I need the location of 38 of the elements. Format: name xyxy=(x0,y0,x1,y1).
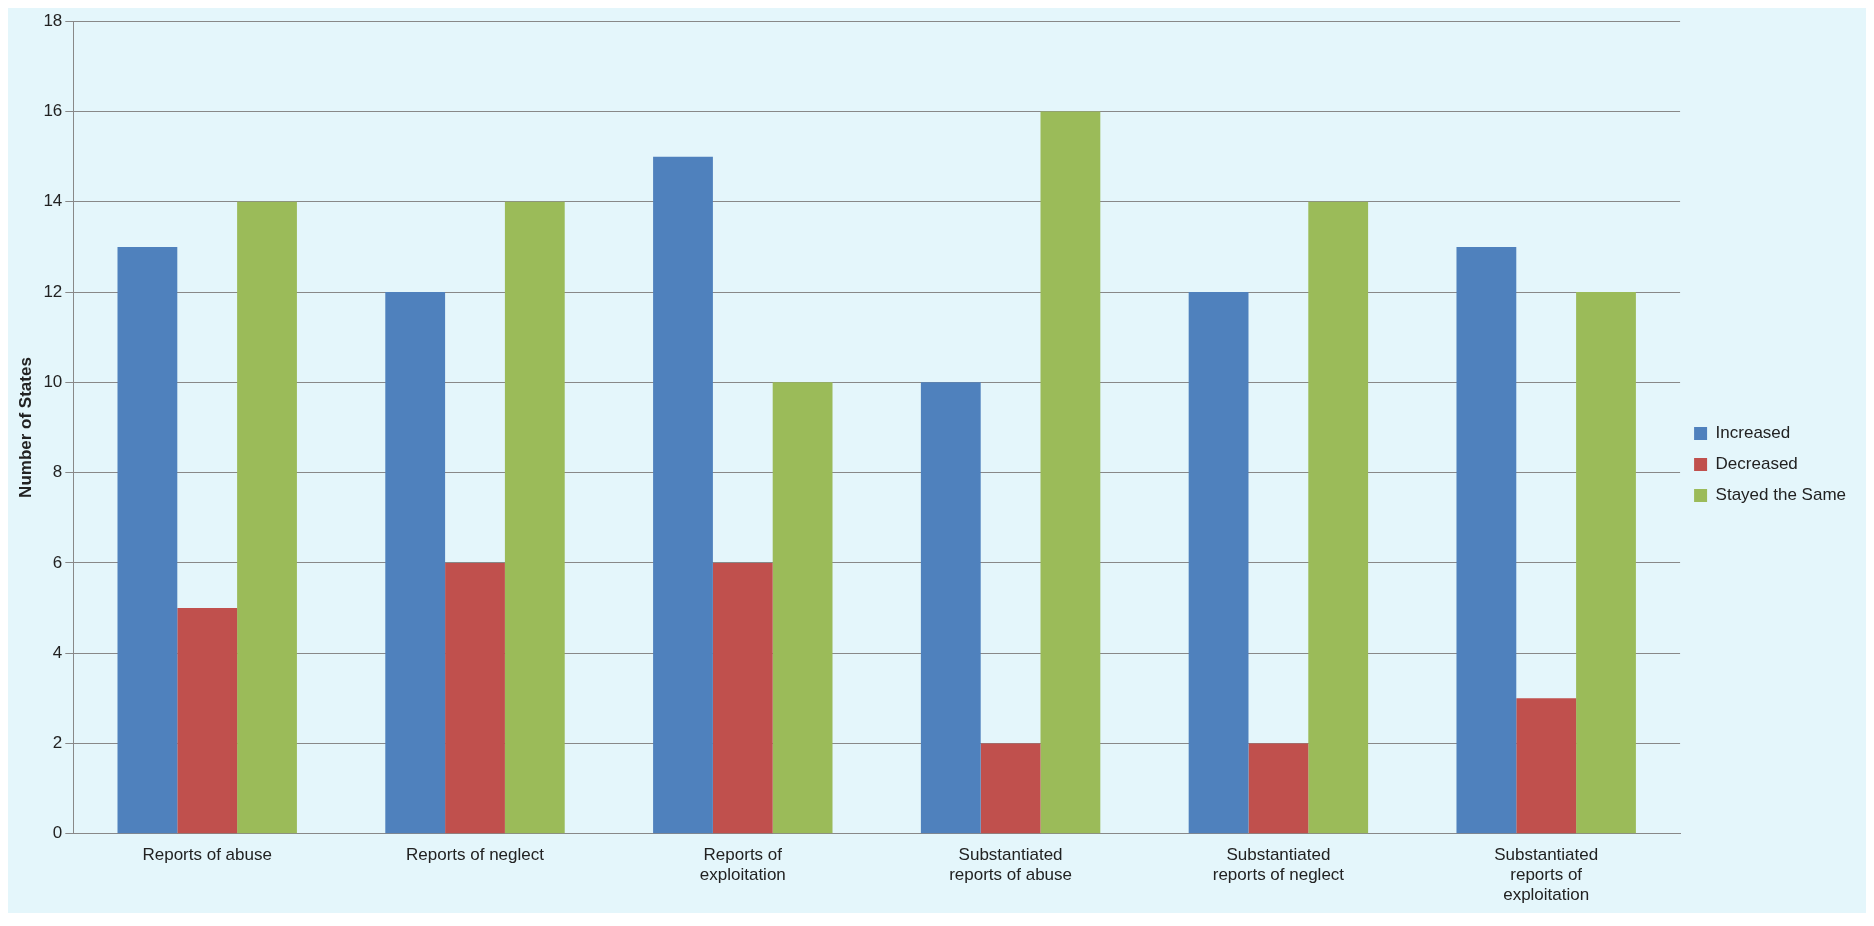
bar xyxy=(1248,743,1309,834)
legend-label: Decreased xyxy=(1715,454,1798,474)
bar xyxy=(1576,292,1636,834)
y-tick-label: 6 xyxy=(52,552,63,572)
bar xyxy=(1308,201,1369,834)
x-tick-label: Reports of abuse xyxy=(142,844,272,864)
bar xyxy=(504,201,565,834)
x-tick-label: Substantiated reports of exploitation xyxy=(1494,844,1599,905)
y-tick-label: 0 xyxy=(52,823,63,843)
x-tick-label: Reports of neglect xyxy=(406,844,545,864)
bar xyxy=(653,156,713,834)
x-tick-label: Substantiated reports of neglect xyxy=(1212,844,1345,885)
y-tick-label: 16 xyxy=(43,101,63,121)
y-tick-label: 12 xyxy=(43,281,63,301)
bar xyxy=(920,382,981,834)
bar xyxy=(1188,292,1249,834)
y-tick-label: 2 xyxy=(52,733,63,753)
x-tick-label: Reports of exploitation xyxy=(699,844,786,885)
bar xyxy=(237,201,297,834)
bar xyxy=(177,608,238,834)
bar xyxy=(385,292,446,834)
bar xyxy=(1516,698,1577,834)
bar xyxy=(772,382,833,834)
legend-label: Stayed the Same xyxy=(1715,485,1847,505)
bar xyxy=(445,562,505,834)
y-tick-label: 14 xyxy=(43,191,63,211)
bar xyxy=(1456,246,1517,834)
legend-label: Increased xyxy=(1715,423,1791,443)
bar xyxy=(117,246,178,834)
x-tick-label: Substantiated reports of abuse xyxy=(949,844,1073,885)
y-tick-label: 4 xyxy=(52,642,63,662)
bar xyxy=(980,743,1041,834)
y-tick-label: 8 xyxy=(52,462,63,482)
bar xyxy=(712,562,773,834)
y-tick-label: 18 xyxy=(43,10,63,30)
bar xyxy=(1040,111,1101,834)
y-tick-label: 10 xyxy=(43,372,63,392)
y-axis-title: Number of States xyxy=(15,357,35,498)
